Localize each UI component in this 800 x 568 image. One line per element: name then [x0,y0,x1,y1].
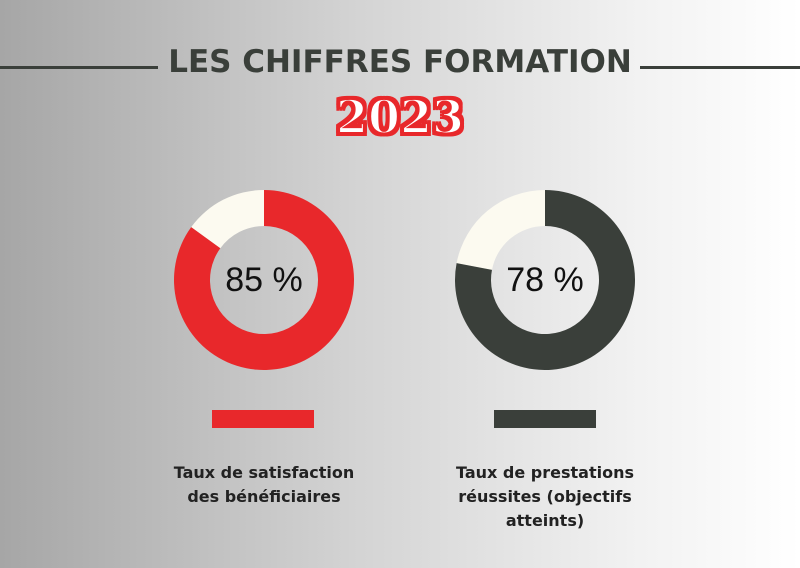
caption-satisfaction-line2: des bénéficiaires [187,487,341,506]
caption-prestations-line1: Taux de prestations [455,463,634,482]
page-title: LES CHIFFRES FORMATION [168,44,632,80]
donut-prestations-value-slice [455,190,635,370]
donut-prestations-svg [455,190,635,370]
title-rule-right [640,66,800,69]
donut-satisfaction-svg [174,190,354,370]
caption-satisfaction: Taux de satisfaction des bénéficiaires [144,461,384,509]
title-row: LES CHIFFRES FORMATION [0,38,800,94]
donut-prestations-remainder-slice [456,190,545,270]
caption-prestations-line2: réussites (objectifs [458,487,632,506]
legend-swatch-satisfaction [212,410,314,428]
caption-satisfaction-line1: Taux de satisfaction [173,463,355,482]
donut-satisfaction-value-label: 85 % [225,260,303,299]
caption-prestations: Taux de prestations réussites (objectifs… [425,461,665,533]
donut-satisfaction: 85 % [174,190,354,370]
legend-swatch-prestations [494,410,596,428]
caption-prestations-line3: atteints) [505,511,585,530]
title-rule-left [0,66,158,69]
year-badge: 2023 [335,89,465,145]
donut-satisfaction-value-slice [174,190,354,370]
donut-prestations-value-label: 78 % [506,260,584,299]
donut-prestations: 78 % [455,190,635,370]
donut-satisfaction-remainder-slice [191,190,264,249]
